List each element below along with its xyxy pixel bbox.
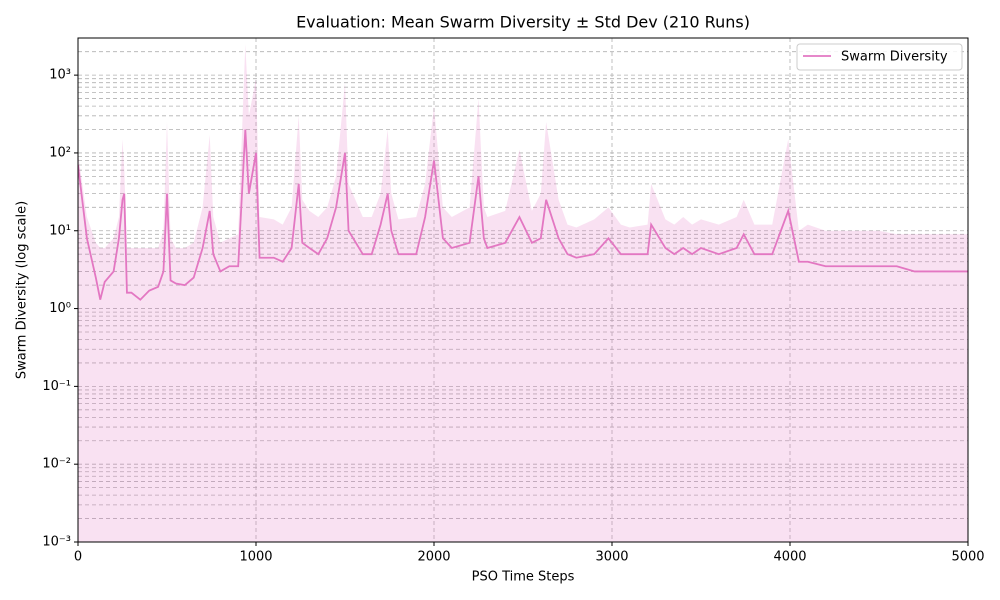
x-tick-label: 0 [74,550,82,565]
grid [77,37,969,543]
legend: Swarm Diversity [796,43,963,71]
plot-frame [77,37,969,543]
legend-label: Swarm Diversity [841,50,948,65]
x-tick-label: 3000 [595,550,628,565]
y-tick-label: 10⁰ [49,301,71,316]
mean-line [78,129,968,301]
x-tick-label: 2000 [417,550,450,565]
x-tick-label: 1000 [239,550,272,565]
y-tick-label: 10¹ [49,223,71,238]
std-band [78,44,968,542]
y-tick-label: 10⁻² [42,457,71,472]
y-tick-label: 10² [49,145,71,160]
chart-title: Evaluation: Mean Swarm Diversity ± Std D… [296,13,750,32]
x-tick-label: 4000 [773,550,806,565]
y-tick-label: 10⁻¹ [42,379,71,394]
y-axis-label: Swarm Diversity (log scale) [15,201,30,379]
x-tick-label: 5000 [951,550,984,565]
y-tick-label: 10⁻³ [42,535,71,550]
x-axis-label: PSO Time Steps [472,570,575,585]
y-tick-label: 10³ [49,68,71,83]
legend-box [796,43,963,71]
